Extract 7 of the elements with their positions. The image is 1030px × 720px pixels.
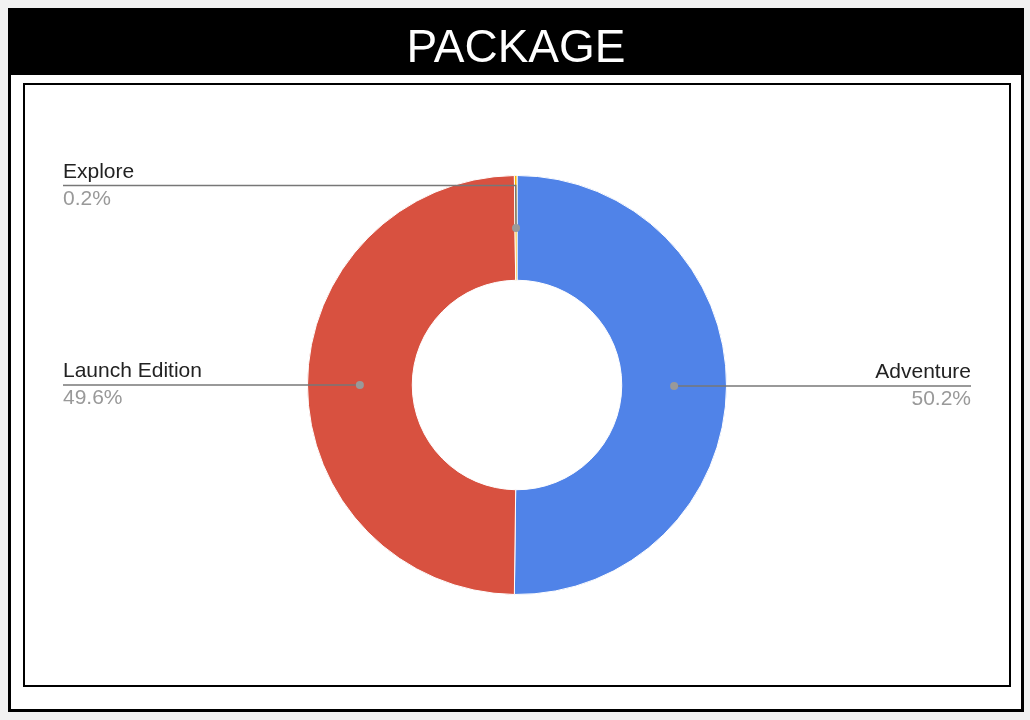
data-label: 50.2% xyxy=(911,386,971,410)
slice-label: Adventure xyxy=(875,359,971,383)
data-label: 0.2% xyxy=(63,185,111,209)
slice-label: Explore xyxy=(63,158,135,182)
data-label: 49.6% xyxy=(63,385,123,409)
slice-label: Launch Edition xyxy=(63,358,202,382)
chart-title: PACKAGE xyxy=(11,11,1021,75)
